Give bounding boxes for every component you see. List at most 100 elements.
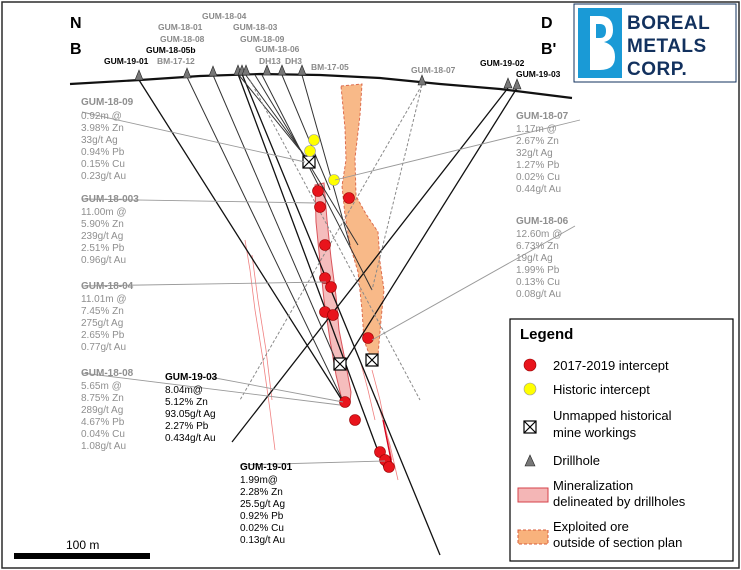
collar-label: GUM-18-06 xyxy=(255,44,300,54)
svg-text:GUM-19-03: GUM-19-03 xyxy=(165,372,218,383)
svg-text:7.45% Zn: 7.45% Zn xyxy=(81,306,124,317)
unmapped-workings xyxy=(302,155,379,371)
legend-item-mineralization-2: delineated by drillholes xyxy=(553,494,686,509)
collar-label: GUM-18-01 xyxy=(158,22,203,32)
legend-item-historic: Historic intercept xyxy=(553,382,650,397)
collar-label: GUM-19-02 xyxy=(480,58,525,68)
annotation-leaders xyxy=(81,111,581,466)
svg-text:4.67% Pb: 4.67% Pb xyxy=(81,417,125,428)
collar-label: GUM-18-09 xyxy=(240,34,285,44)
svg-text:0.13% Cu: 0.13% Cu xyxy=(516,277,560,288)
intercept-note-gum-18-09: GUM-18-09 0.92m @ 3.98% Zn 33g/t Ag 0.94… xyxy=(81,97,134,182)
svg-text:25.5g/t Ag: 25.5g/t Ag xyxy=(240,499,285,510)
intercept-note-gum-18-08: GUM-18-08 5.65m @ 8.75% Zn 289g/t Ag 4.6… xyxy=(81,368,134,452)
svg-text:12.60m @: 12.60m @ xyxy=(516,229,562,240)
drillhole-collars xyxy=(134,64,522,90)
intercept-note-gum-18-003: GUM-18-003 11.00m @ 5.90% Zn 239g/t Ag 2… xyxy=(81,194,139,266)
collar-label: GUM-19-01 xyxy=(104,56,149,66)
legend-item-workings-2: mine workings xyxy=(553,425,637,440)
collar-label: GUM-18-04 xyxy=(202,11,247,21)
svg-text:0.08g/t Au: 0.08g/t Au xyxy=(516,289,561,300)
logo-line-2: METALS xyxy=(627,36,707,57)
svg-text:0.15% Cu: 0.15% Cu xyxy=(81,159,125,170)
intercepts-2017-2019 xyxy=(312,185,395,473)
collar-label: BM-17-05 xyxy=(311,62,349,72)
svg-text:1.99m@: 1.99m@ xyxy=(240,475,278,486)
svg-text:0.92m @: 0.92m @ xyxy=(81,111,122,122)
svg-text:289g/t Ag: 289g/t Ag xyxy=(81,405,123,416)
svg-text:2.67% Zn: 2.67% Zn xyxy=(516,136,559,147)
collar-label: DH13 xyxy=(259,56,281,66)
svg-text:0.44g/t Au: 0.44g/t Au xyxy=(516,184,561,195)
svg-text:32g/t Ag: 32g/t Ag xyxy=(516,148,553,159)
svg-text:1.99% Pb: 1.99% Pb xyxy=(516,265,560,276)
logo-line-3: CORP. xyxy=(627,59,687,80)
legend: Legend 2017-2019 intercept Historic inte… xyxy=(509,318,734,562)
svg-text:0.02% Cu: 0.02% Cu xyxy=(240,523,284,534)
legend-historic-symbol xyxy=(523,382,537,396)
svg-text:11.01m @: 11.01m @ xyxy=(81,294,127,305)
scale-label: 100 m xyxy=(66,538,99,552)
svg-text:0.23g/t Au: 0.23g/t Au xyxy=(81,171,126,182)
legend-mineralization-symbol xyxy=(517,487,549,503)
svg-text:6.73% Zn: 6.73% Zn xyxy=(516,241,559,252)
svg-text:0.13g/t Au: 0.13g/t Au xyxy=(240,535,285,546)
intercept-note-gum-19-03: GUM-19-03 8.04m@ 5.12% Zn 93.05g/t Ag 2.… xyxy=(165,372,218,444)
svg-text:275g/t Ag: 275g/t Ag xyxy=(81,318,123,329)
logo-line-1: BOREAL xyxy=(627,13,710,34)
corner-b-prime: B' xyxy=(541,41,556,58)
svg-text:0.77g/t Au: 0.77g/t Au xyxy=(81,342,126,353)
boreal-metals-logo: BOREAL METALS CORP. xyxy=(573,3,737,83)
svg-text:5.65m @: 5.65m @ xyxy=(81,381,122,392)
svg-text:2.27% Pb: 2.27% Pb xyxy=(165,421,209,432)
corner-b: B xyxy=(70,41,82,58)
svg-text:GUM-18-003: GUM-18-003 xyxy=(81,194,139,205)
svg-text:0.94% Pb: 0.94% Pb xyxy=(81,147,125,158)
drillhole-traces xyxy=(138,73,518,556)
svg-text:GUM-19-01: GUM-19-01 xyxy=(240,462,293,473)
legend-item-exploited: Exploited ore xyxy=(553,519,629,534)
legend-exploited-symbol xyxy=(517,529,549,545)
svg-text:8.04m@: 8.04m@ xyxy=(165,385,203,396)
svg-text:0.434g/t Au: 0.434g/t Au xyxy=(165,433,216,444)
svg-text:2.28% Zn: 2.28% Zn xyxy=(240,487,283,498)
legend-item-mineralization: Mineralization xyxy=(553,478,633,493)
svg-text:0.92% Pb: 0.92% Pb xyxy=(240,511,284,522)
intercept-note-gum-18-07: GUM-18-07 1.17m @ 2.67% Zn 32g/t Ag 1.27… xyxy=(516,111,569,195)
legend-item-intercept: 2017-2019 intercept xyxy=(553,358,669,373)
corner-n: N xyxy=(70,15,82,32)
svg-text:GUM-18-04: GUM-18-04 xyxy=(81,281,134,292)
historic-workings-traces xyxy=(244,239,399,481)
legend-drillhole-symbol xyxy=(524,454,536,467)
svg-text:1.27% Pb: 1.27% Pb xyxy=(516,160,560,171)
svg-text:1.17m @: 1.17m @ xyxy=(516,124,557,135)
svg-text:GUM-18-08: GUM-18-08 xyxy=(81,368,134,379)
svg-text:93.05g/t Ag: 93.05g/t Ag xyxy=(165,409,216,420)
collar-label: GUM-18-07 xyxy=(411,65,456,75)
intercept-note-gum-18-04: GUM-18-04 11.01m @ 7.45% Zn 275g/t Ag 2.… xyxy=(81,281,134,353)
svg-text:GUM-18-06: GUM-18-06 xyxy=(516,216,569,227)
ground-surface xyxy=(69,72,573,100)
svg-text:3.98% Zn: 3.98% Zn xyxy=(81,123,124,134)
svg-text:2.51% Pb: 2.51% Pb xyxy=(81,243,125,254)
svg-text:2.65% Pb: 2.65% Pb xyxy=(81,330,125,341)
legend-title: Legend xyxy=(520,326,573,343)
svg-text:GUM-18-09: GUM-18-09 xyxy=(81,97,134,108)
svg-text:11.00m @: 11.00m @ xyxy=(81,207,127,218)
collar-label: BM-17-12 xyxy=(157,56,195,66)
collar-labels: GUM-18-04 GUM-18-01 GUM-18-03 GUM-18-08 … xyxy=(104,11,561,79)
svg-text:5.90% Zn: 5.90% Zn xyxy=(81,219,124,230)
svg-text:0.96g/t Au: 0.96g/t Au xyxy=(81,255,126,266)
historic-intercepts xyxy=(304,134,340,186)
exploited-ore-body xyxy=(340,83,385,363)
svg-text:8.75% Zn: 8.75% Zn xyxy=(81,393,124,404)
intercept-note-gum-18-06: GUM-18-06 12.60m @ 6.73% Zn 19g/t Ag 1.9… xyxy=(516,216,569,300)
scale-bar: 100 m xyxy=(14,538,150,559)
svg-text:GUM-18-07: GUM-18-07 xyxy=(516,111,569,122)
svg-text:0.04% Cu: 0.04% Cu xyxy=(81,429,125,440)
legend-intercept-symbol xyxy=(523,358,537,372)
collar-label: GUM-18-05b xyxy=(146,45,196,55)
legend-item-drillhole: Drillhole xyxy=(553,453,600,468)
